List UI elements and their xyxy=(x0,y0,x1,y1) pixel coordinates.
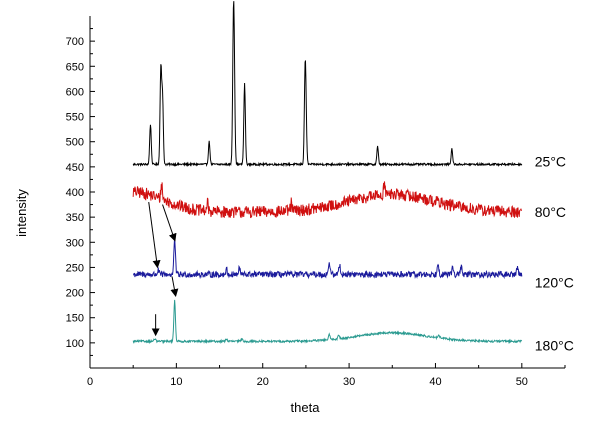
annotations xyxy=(148,201,179,337)
y-tick-label: 200 xyxy=(66,288,84,300)
y-tick-label: 650 xyxy=(66,61,84,73)
annotation-arrow xyxy=(148,201,161,269)
y-tick-label: 150 xyxy=(66,313,84,325)
y-tick-label: 300 xyxy=(66,237,84,249)
y-tick-label: 700 xyxy=(66,36,84,48)
y-tick-label: 350 xyxy=(66,212,84,224)
y-tick-label: 500 xyxy=(66,137,84,149)
y-tick-label: 250 xyxy=(66,262,84,274)
y-tick-label: 100 xyxy=(66,338,84,350)
series-line xyxy=(132,1,523,168)
series-label: 180°C xyxy=(535,337,574,353)
plot-lines xyxy=(132,1,523,345)
series-line xyxy=(132,299,523,345)
annotation-arrow xyxy=(170,276,179,298)
y-axis-label: intensity xyxy=(14,189,29,237)
series-line xyxy=(132,181,523,219)
series-label: 25°C xyxy=(535,153,566,169)
labels: 25°C 80°C 120°C 180°C xyxy=(535,153,574,353)
series-label: 120°C xyxy=(535,275,574,291)
x-tick-label: 40 xyxy=(429,376,441,388)
x-tick-label: 20 xyxy=(257,376,269,388)
x-axis-label: theta xyxy=(291,400,321,415)
series-line xyxy=(132,236,523,280)
x-tick-label: 0 xyxy=(87,376,93,388)
y-tick-label: 550 xyxy=(66,112,84,124)
axes: 100 150 200 250 300 350 400 450 500 550 600 650 700 0… xyxy=(66,16,566,388)
x-tick-label: 10 xyxy=(170,376,182,388)
y-tick-label: 400 xyxy=(66,187,84,199)
x-tick-label: 50 xyxy=(516,376,528,388)
x-tick-label: 30 xyxy=(343,376,355,388)
y-tick-label: 450 xyxy=(66,162,84,174)
y-tick-label: 600 xyxy=(66,86,84,98)
annotation-arrow xyxy=(162,204,177,242)
series-label: 80°C xyxy=(535,204,566,220)
